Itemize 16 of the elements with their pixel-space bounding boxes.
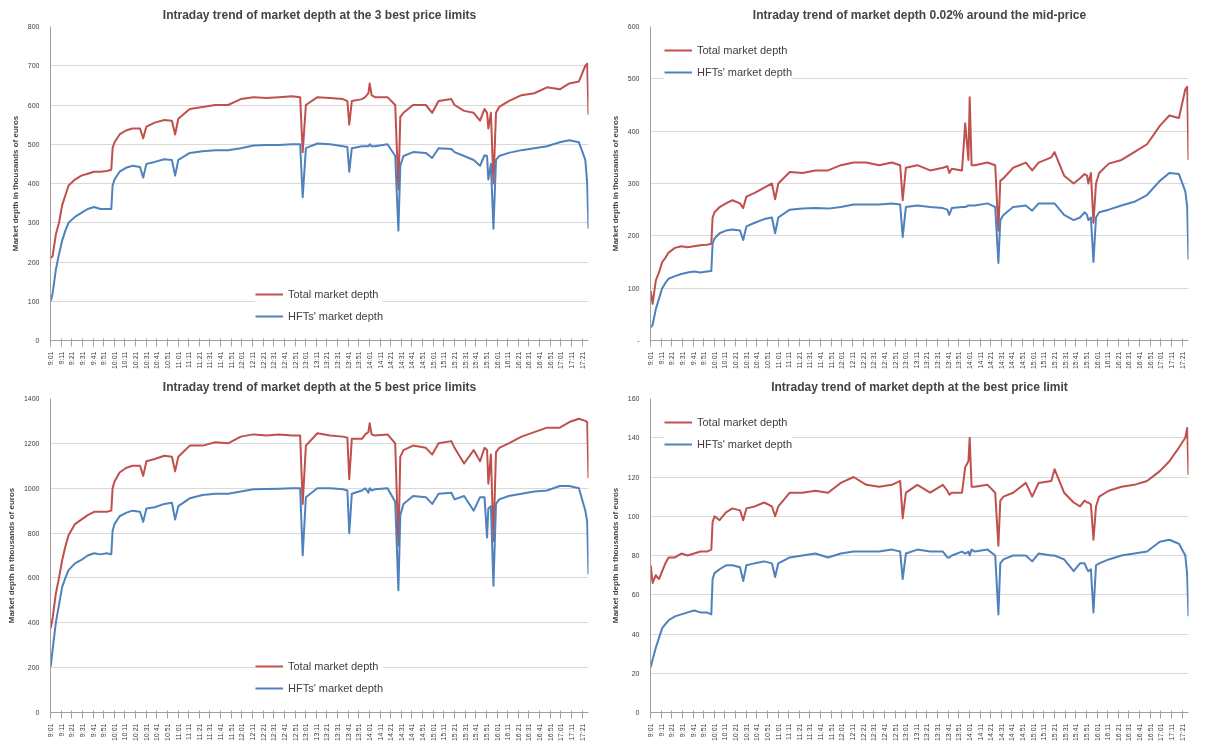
legend-label: Total market depth: [287, 288, 379, 300]
chart-title: Intraday trend of market depth at the 3 best price limits: [162, 7, 477, 22]
legend-label: HFTs' market depth: [697, 438, 793, 450]
legend-label: HFTs' market depth: [287, 310, 384, 322]
legend-label: Total market depth: [697, 416, 788, 428]
legend-label: Total market depth: [697, 44, 788, 56]
y-axis-title: Market depth in thousands of euros: [610, 487, 620, 624]
chart-title: Intraday trend of market depth 0.02% around the mid-price: [752, 7, 1087, 22]
y-axis-title: Market depth in thousands of euros: [610, 115, 620, 252]
y-axis-title: Market depth in thousands of euros: [10, 115, 20, 252]
y-axis-title: Market depth in thousands of euros: [6, 487, 16, 624]
legend-label: HFTs' market depth: [697, 66, 793, 78]
chart-title: Intraday trend of market depth at the best price limit: [771, 379, 1068, 394]
chart-title: Intraday trend of market depth at the 5 best price limits: [162, 379, 477, 394]
legend-label: HFTs' market depth: [287, 682, 384, 694]
legend-label: Total market depth: [287, 660, 379, 672]
